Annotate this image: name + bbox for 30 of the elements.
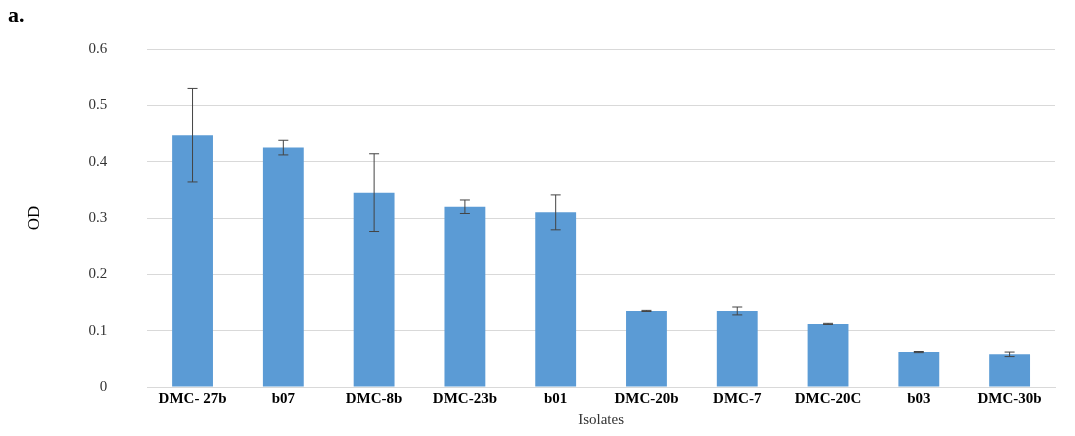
- x-tick-label: DMC-20b: [614, 389, 679, 406]
- x-tick-label: DMC-7: [713, 389, 762, 406]
- bar: [444, 206, 486, 387]
- x-tick-label: DMC-30b: [977, 389, 1042, 406]
- bar: [535, 212, 577, 387]
- x-tick-label: DMC-20C: [794, 389, 862, 406]
- bar: [626, 310, 667, 387]
- bar: [353, 192, 395, 387]
- y-tick-label: 0.4: [88, 152, 108, 169]
- bar: [807, 323, 849, 387]
- y-tick-label: 0.3: [88, 208, 108, 225]
- bar: [898, 352, 940, 387]
- x-axis-title: Isolates: [578, 410, 625, 427]
- x-tick-label: b07: [271, 389, 296, 406]
- x-tick-label: DMC-23b: [432, 389, 497, 406]
- y-tick-label: 0.1: [88, 321, 108, 338]
- y-tick-label: 0.5: [88, 96, 108, 113]
- y-tick-label: 0.6: [88, 39, 108, 56]
- y-tick-label: 0.2: [88, 265, 108, 282]
- bar: [716, 310, 758, 387]
- x-tick-label: b01: [544, 389, 568, 406]
- bar: [262, 147, 304, 387]
- x-tick-label: DMC- 27b: [158, 389, 227, 406]
- bar: [172, 135, 213, 387]
- x-tick-label: b03: [907, 389, 931, 406]
- x-tick-label: DMC-8b: [345, 389, 403, 406]
- y-axis-title: OD: [23, 205, 43, 231]
- chart-title: a.: [8, 2, 25, 28]
- y-tick-label: 0: [99, 377, 108, 394]
- bar: [989, 354, 1031, 387]
